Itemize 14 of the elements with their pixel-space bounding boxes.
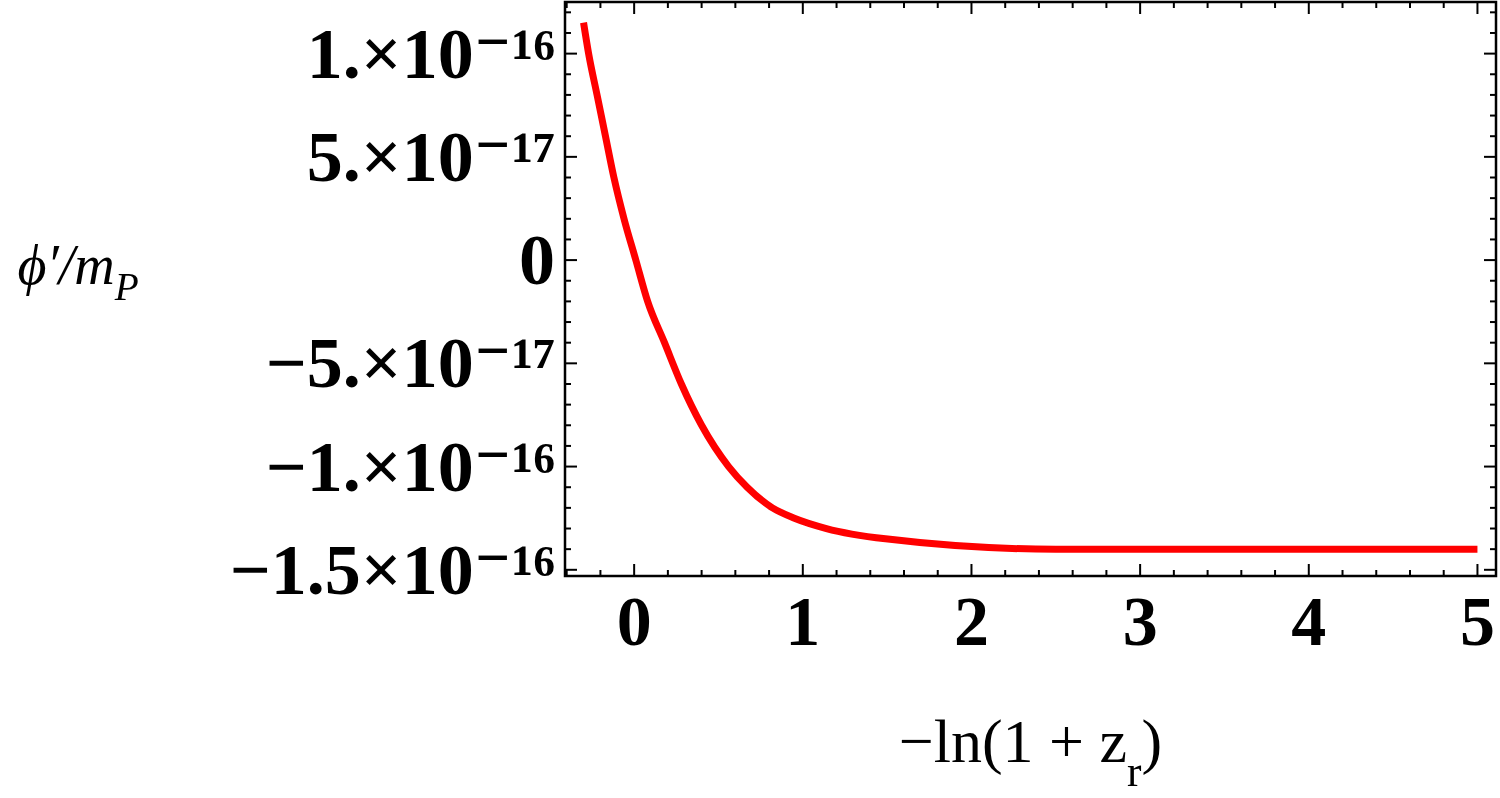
y-tick-label: −1.×10⁻¹⁶ [265,426,555,507]
y-tick-label: −1.5×10⁻¹⁶ [229,529,555,610]
y-tick-label: 5.×10⁻¹⁷ [306,116,555,197]
x-tick-label: 1 [785,582,821,660]
x-tick-label: 2 [953,582,989,660]
y-tick-label: 1.×10⁻¹⁶ [306,13,555,94]
x-tick-label: 3 [1122,582,1158,660]
x-tick-label: 4 [1291,582,1327,660]
y-tick-label: −5.×10⁻¹⁷ [265,323,555,404]
x-axis-title: −ln(1 + z$_{r}$) [898,707,1163,795]
y-axis-title: ϕ′/m$_{P}$ [17,234,139,308]
x-tick-label: 5 [1459,582,1495,660]
y-tick-label: 0 [519,220,555,301]
x-tick-label: 0 [616,582,652,660]
